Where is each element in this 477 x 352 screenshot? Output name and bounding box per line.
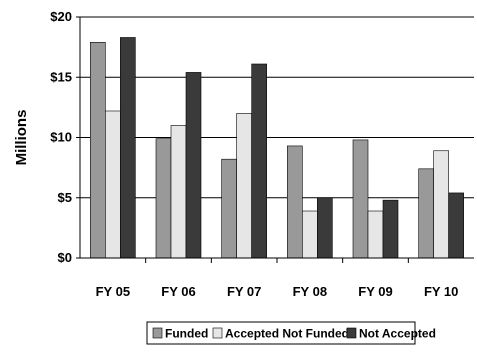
- bars: [90, 37, 464, 259]
- bar-not-accepted: [120, 37, 136, 259]
- legend-label: Not Accepted: [359, 327, 436, 341]
- bar-accepted-not-funded: [170, 125, 187, 259]
- x-tick-label: FY 07: [227, 284, 261, 299]
- x-tick-label: FY 09: [358, 284, 392, 299]
- bar-not-accepted: [317, 197, 333, 259]
- x-tick-label: FY 10: [424, 284, 458, 299]
- legend-swatch: [152, 327, 163, 339]
- bar-funded: [155, 138, 172, 259]
- legend-label: Accepted Not Funded: [225, 327, 349, 341]
- bar-accepted-not-funded: [433, 150, 449, 259]
- bar-funded: [90, 42, 106, 259]
- bar-funded: [287, 145, 303, 259]
- x-tick-labels: FY 05 FY 06 FY 07 FY 08 FY 09 FY 10: [96, 258, 458, 299]
- legend-box: [146, 321, 416, 345]
- bar-not-accepted: [251, 63, 267, 259]
- legend-label: Funded: [165, 327, 208, 341]
- legend-swatch: [212, 327, 223, 339]
- y-tick-label: $10: [50, 130, 72, 145]
- x-tick-label: FY 05: [96, 284, 130, 299]
- bar-funded: [418, 168, 434, 259]
- bar-accepted-not-funded: [236, 113, 252, 259]
- x-tick-label: FY 08: [293, 284, 327, 299]
- bar-not-accepted: [382, 199, 399, 259]
- bar-accepted-not-funded: [105, 110, 121, 259]
- gridlines: [80, 16, 474, 199]
- y-tick-label: $15: [50, 69, 72, 84]
- bar-accepted-not-funded: [367, 210, 384, 259]
- y-tick-label: $5: [58, 190, 72, 205]
- bar-accepted-not-funded: [302, 210, 318, 259]
- x-tick-label: FY 06: [161, 284, 195, 299]
- bar-funded: [221, 158, 237, 259]
- y-tick-label: $0: [58, 250, 72, 265]
- bar-funded: [352, 139, 369, 259]
- bar-not-accepted: [185, 72, 202, 259]
- legend: Funded Accepted Not Funded Not Accepted: [146, 321, 436, 345]
- y-axis-label: Millions: [13, 110, 30, 166]
- y-tick-labels: $0 $5 $10 $15 $20: [50, 9, 80, 265]
- y-tick-label: $20: [50, 9, 72, 24]
- bar-not-accepted: [448, 192, 464, 259]
- legend-swatch: [346, 327, 357, 339]
